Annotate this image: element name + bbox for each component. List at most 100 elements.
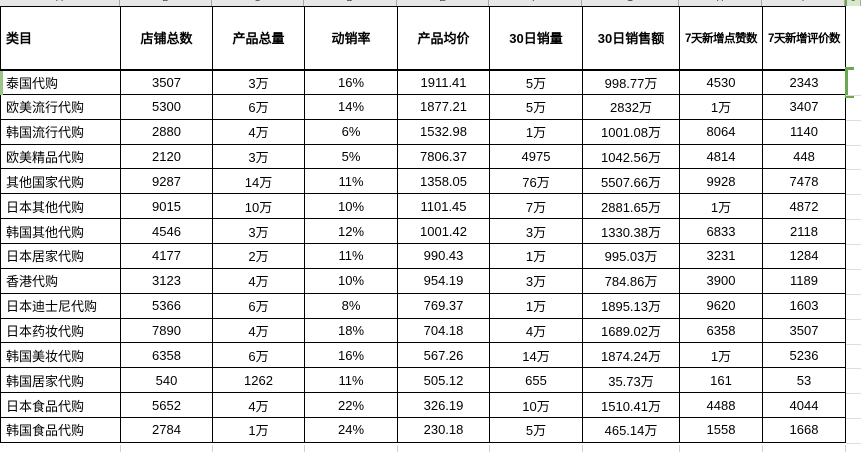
table-cell[interactable]: 12%: [304, 218, 398, 245]
table-cell[interactable]: 1358.05: [397, 168, 490, 195]
table-cell[interactable]: 10万: [212, 193, 305, 220]
table-cell[interactable]: 1532.98: [397, 118, 490, 145]
table-cell[interactable]: 1042.56万: [582, 143, 680, 170]
table-cell[interactable]: 35.73万: [582, 367, 680, 394]
table-cell[interactable]: 5万: [489, 417, 583, 443]
table-cell[interactable]: 4万: [212, 317, 305, 344]
table-cell[interactable]: 1874.24万: [582, 342, 680, 369]
table-cell[interactable]: 韩国美妆代购: [0, 342, 121, 369]
table-cell[interactable]: 4万: [212, 118, 305, 145]
table-cell[interactable]: 泰国代购: [0, 69, 121, 95]
table-cell[interactable]: 3万: [212, 69, 305, 95]
table-cell[interactable]: 韩国居家代购: [0, 367, 121, 394]
table-cell[interactable]: 1603: [762, 292, 846, 319]
column-header[interactable]: 30日销售额: [582, 6, 680, 71]
table-cell[interactable]: 3507: [120, 69, 213, 95]
table-cell[interactable]: 326.19: [397, 392, 490, 419]
table-cell[interactable]: 7478: [762, 168, 846, 195]
table-cell[interactable]: 505.12: [397, 367, 490, 394]
table-cell[interactable]: 76万: [489, 168, 583, 195]
table-cell[interactable]: 5652: [120, 392, 213, 419]
table-cell[interactable]: 784.86万: [582, 267, 680, 294]
table-cell[interactable]: 3407: [762, 93, 846, 120]
table-cell[interactable]: 18%: [304, 317, 398, 344]
table-cell[interactable]: 韩国流行代购: [0, 118, 121, 145]
table-cell[interactable]: 1189: [762, 267, 846, 294]
table-cell[interactable]: 7806.37: [397, 143, 490, 170]
table-cell[interactable]: 8064: [679, 118, 763, 145]
table-cell[interactable]: 香港代购: [0, 267, 121, 294]
column-header[interactable]: 7天新增评价数: [762, 6, 846, 71]
column-header[interactable]: 产品均价: [397, 6, 490, 71]
column-header[interactable]: 店铺总数: [120, 6, 213, 71]
table-cell[interactable]: 2120: [120, 143, 213, 170]
table-cell[interactable]: 16%: [304, 69, 398, 95]
table-cell[interactable]: 韩国其他代购: [0, 218, 121, 245]
table-cell[interactable]: 655: [489, 367, 583, 394]
table-cell[interactable]: 5300: [120, 93, 213, 120]
table-cell[interactable]: 9015: [120, 193, 213, 220]
table-cell[interactable]: 1万: [212, 417, 305, 443]
table-cell[interactable]: 5万: [489, 93, 583, 120]
table-cell[interactable]: 3507: [762, 317, 846, 344]
table-cell[interactable]: 704.18: [397, 317, 490, 344]
column-letter-J[interactable]: J: [845, 0, 861, 6]
table-cell[interactable]: 24%: [304, 417, 398, 443]
table-cell[interactable]: 7万: [489, 193, 583, 220]
table-cell[interactable]: 4万: [212, 267, 305, 294]
table-cell[interactable]: 10%: [304, 267, 398, 294]
table-cell[interactable]: 4488: [679, 392, 763, 419]
table-cell[interactable]: 4872: [762, 193, 846, 220]
table-cell[interactable]: 1001.08万: [582, 118, 680, 145]
table-cell[interactable]: 1万: [489, 118, 583, 145]
table-cell[interactable]: 3123: [120, 267, 213, 294]
table-cell[interactable]: 9928: [679, 168, 763, 195]
table-cell[interactable]: 9620: [679, 292, 763, 319]
table-cell[interactable]: 5%: [304, 143, 398, 170]
table-cell[interactable]: 1140: [762, 118, 846, 145]
table-cell[interactable]: 1001.42: [397, 218, 490, 245]
table-cell[interactable]: 1262: [212, 367, 305, 394]
table-cell[interactable]: 10%: [304, 193, 398, 220]
table-cell[interactable]: 22%: [304, 392, 398, 419]
table-cell[interactable]: 6833: [679, 218, 763, 245]
table-cell[interactable]: 日本其他代购: [0, 193, 121, 220]
table-cell[interactable]: 1万: [679, 93, 763, 120]
column-letter-G[interactable]: G: [582, 0, 679, 6]
table-cell[interactable]: 5366: [120, 292, 213, 319]
table-cell[interactable]: 3900: [679, 267, 763, 294]
table-cell[interactable]: 4975: [489, 143, 583, 170]
table-cell[interactable]: 11%: [304, 243, 398, 269]
table-cell[interactable]: 1668: [762, 417, 846, 443]
table-cell[interactable]: 6358: [679, 317, 763, 344]
table-cell[interactable]: 4万: [212, 392, 305, 419]
column-letter-D[interactable]: D: [304, 0, 397, 6]
table-cell[interactable]: 230.18: [397, 417, 490, 443]
table-cell[interactable]: 4530: [679, 69, 763, 95]
table-cell[interactable]: 3万: [212, 143, 305, 170]
table-cell[interactable]: 2784: [120, 417, 213, 443]
table-cell[interactable]: 日本药妆代购: [0, 317, 121, 344]
table-cell[interactable]: 1284: [762, 243, 846, 269]
column-letter-I[interactable]: I: [762, 0, 845, 6]
table-cell[interactable]: 11%: [304, 168, 398, 195]
table-cell[interactable]: 4546: [120, 218, 213, 245]
column-header[interactable]: 30日销量: [489, 6, 583, 71]
table-cell[interactable]: 1万: [489, 243, 583, 269]
column-header[interactable]: 产品总量: [212, 6, 305, 71]
table-cell[interactable]: 2万: [212, 243, 305, 269]
table-cell[interactable]: 16%: [304, 342, 398, 369]
table-cell[interactable]: 4044: [762, 392, 846, 419]
table-cell[interactable]: 1895.13万: [582, 292, 680, 319]
table-cell[interactable]: 567.26: [397, 342, 490, 369]
table-cell[interactable]: 欧美精品代购: [0, 143, 121, 170]
table-cell[interactable]: 5507.66万: [582, 168, 680, 195]
column-letter-B[interactable]: B: [120, 0, 212, 6]
table-cell[interactable]: 6%: [304, 118, 398, 145]
table-cell[interactable]: 769.37: [397, 292, 490, 319]
column-letter-E[interactable]: E: [397, 0, 489, 6]
column-letter-F[interactable]: F: [489, 0, 582, 6]
table-cell[interactable]: 2881.65万: [582, 193, 680, 220]
table-cell[interactable]: 9287: [120, 168, 213, 195]
table-cell[interactable]: 5236: [762, 342, 846, 369]
